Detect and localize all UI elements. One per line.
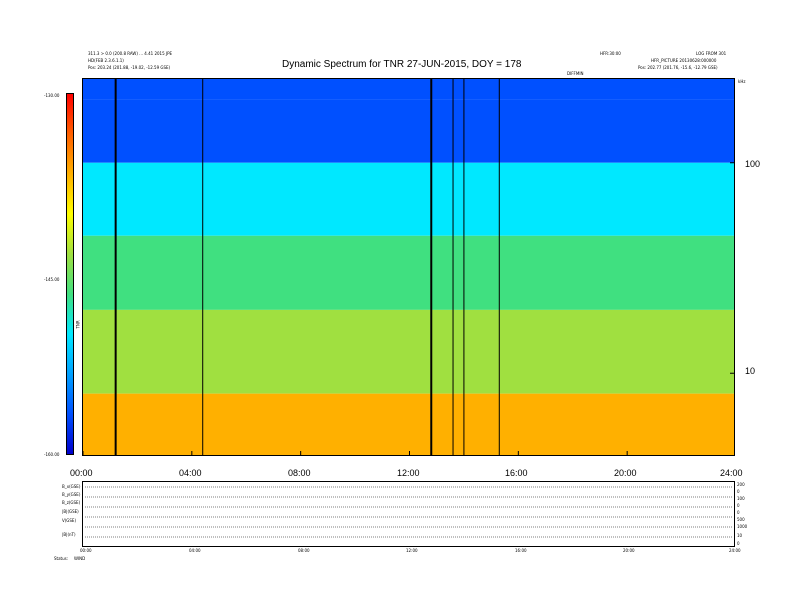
header-mid-small: DIFFMIN	[567, 71, 584, 76]
lower-right-tick-3: 0	[737, 503, 740, 508]
lower-label-by: B_y(GSE)	[62, 492, 81, 497]
status-value: WIND	[74, 556, 86, 561]
spectrum-band-0	[83, 79, 734, 100]
colorbar-tick-top: -130.00	[44, 93, 60, 98]
x-tick-0400: 04:00	[179, 468, 202, 478]
lower-right-tick-0: 200	[737, 482, 745, 487]
colorbar-label: TNR	[75, 320, 81, 329]
header-right-b: LOG FROM 301	[696, 51, 727, 56]
frequency-unit-label: kHz	[738, 79, 746, 84]
y-tick-100: 100	[745, 159, 761, 169]
header-right-mid: HFR_PICTURE 20130628:000000	[651, 58, 717, 63]
header-info-line1: 311.3 > 0.0 (200.8 RAW) ... 4.41 2015 JP…	[88, 51, 173, 56]
lower-x-tick-1: 04:00	[189, 548, 201, 553]
colorbar-tick-bottom: -160.00	[44, 452, 60, 457]
x-tick-0800: 08:00	[288, 468, 311, 478]
header-position-right: Pos: 202.77 (201.76, -15.6, -12.79 GSE)	[638, 65, 718, 70]
spectrum-band-2	[83, 162, 734, 236]
lower-label-bnt: |B|(nT)	[62, 532, 76, 537]
spectrogram-plot	[82, 78, 735, 456]
colorbar	[66, 93, 74, 455]
colorbar-tick-mid: -145.00	[44, 277, 60, 282]
y-tick-10: 10	[745, 366, 756, 376]
lower-right-tick-1: 0	[737, 489, 740, 494]
status-label: Status:	[54, 556, 69, 561]
x-tick-1600: 16:00	[505, 468, 528, 478]
spectrum-band-1	[83, 99, 734, 163]
lower-x-tick-3: 12:00	[406, 548, 418, 553]
spectrum-band-3	[83, 235, 734, 310]
lower-right-tick-6: 1000	[737, 524, 748, 529]
lower-right-tick-5: 500	[737, 517, 745, 522]
header-info-line2: HD(FEB 2.3.6.1.1)	[88, 58, 124, 63]
header-position-left: Pos: 203.24 (201.88, -19.02, -12.59 GSE)	[88, 65, 171, 70]
lower-x-tick-6: 24:00	[729, 548, 741, 553]
spectrum-band-5	[83, 393, 734, 455]
lower-label-bmag: |B|(GSE)	[62, 509, 79, 514]
spectrum-band-4	[83, 309, 734, 394]
lower-x-tick-4: 16:00	[515, 548, 527, 553]
lower-label-bx: B_x(GSE)	[62, 484, 81, 489]
lower-right-tick-4: 0	[737, 510, 740, 515]
header-right-a: HFR:30:00	[600, 51, 621, 56]
solar-wind-panel	[82, 481, 735, 547]
lower-x-tick-5: 20:00	[623, 548, 635, 553]
lower-label-v: V(GSE)	[62, 518, 77, 523]
solar-wind-traces	[85, 486, 732, 538]
x-tick-1200: 12:00	[397, 468, 420, 478]
lower-x-tick-2: 08:00	[298, 548, 310, 553]
lower-right-tick-2: 100	[737, 496, 745, 501]
lower-right-tick-7: 10	[737, 533, 743, 538]
x-tick-2000: 20:00	[614, 468, 637, 478]
lower-label-bz: B_z(GSE)	[62, 500, 81, 505]
lower-right-tick-8: 0	[737, 541, 740, 546]
x-tick-2400: 24:00	[720, 468, 743, 478]
spectrogram-canvas	[83, 79, 734, 455]
lower-x-tick-0: 00:00	[80, 548, 92, 553]
chart-title: Dynamic Spectrum for TNR 27-JUN-2015, DO…	[282, 59, 522, 70]
x-tick-0000: 00:00	[70, 468, 93, 478]
